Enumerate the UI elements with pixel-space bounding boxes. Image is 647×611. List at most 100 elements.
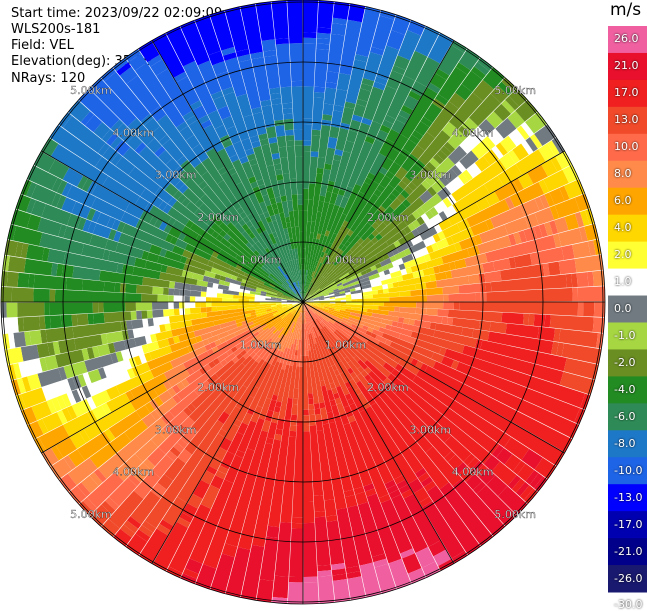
ppi-gate <box>88 313 94 324</box>
ppi-gate <box>203 276 209 282</box>
ppi-gate <box>190 296 196 302</box>
ppi-gate <box>566 274 572 288</box>
range-ring-label: 2.00km <box>367 211 409 224</box>
ppi-gate <box>222 298 233 302</box>
ppi-gate <box>7 272 19 287</box>
ppi-gate <box>303 86 314 119</box>
ppi-gate <box>317 0 334 28</box>
colorbar-tick-label: 8.0 <box>614 167 632 180</box>
ppi-gate <box>304 582 319 604</box>
colorbar-tick-label: -6.0 <box>614 410 635 423</box>
ppi-gate <box>153 318 159 326</box>
colorbar-tick-label: -13.0 <box>614 491 642 504</box>
ppi-gate <box>45 316 51 329</box>
ppi-gate <box>308 393 313 399</box>
ppi-gate <box>141 311 147 319</box>
ppi-gate <box>318 576 335 604</box>
ppi-gate <box>168 295 174 302</box>
ppi-gate <box>98 302 104 312</box>
ppi-gate <box>443 294 449 301</box>
ppi-gate <box>157 295 168 302</box>
ppi-gate <box>201 312 207 318</box>
colorbar-tick-label: -1.0 <box>614 329 635 342</box>
ppi-gate <box>311 151 319 157</box>
ppi-gate <box>104 282 116 293</box>
ppi-gate <box>303 426 310 432</box>
ppi-gate <box>578 302 584 316</box>
ppi-gate <box>416 308 427 315</box>
ppi-gate <box>185 284 191 290</box>
ppi-gate <box>534 314 546 327</box>
ppi-gate <box>317 157 325 169</box>
ppi-gate <box>544 315 550 328</box>
range-ring-label: 1.00km <box>325 254 367 267</box>
ppi-gate <box>289 577 303 583</box>
ppi-gate <box>12 287 34 302</box>
ppi-gate <box>125 293 141 302</box>
ppi-gate <box>21 345 39 362</box>
ppi-gate <box>319 402 325 408</box>
ppi-gate <box>301 259 303 264</box>
ppi-gate <box>309 404 315 410</box>
ppi-gate <box>291 415 297 421</box>
ppi-gate <box>400 291 411 297</box>
ppi-gate <box>122 264 134 275</box>
ppi-gate <box>211 307 217 312</box>
colorbar-tick-label: 21.0 <box>614 59 639 72</box>
ppi-gate <box>303 420 309 426</box>
ppi-gate <box>303 140 311 146</box>
ppi-gate <box>273 576 289 599</box>
ppi-gate <box>317 168 324 174</box>
ppi-gate <box>163 288 169 295</box>
ppi-gate <box>174 309 180 316</box>
ppi-gate <box>207 282 213 288</box>
ppi-gate <box>158 316 170 324</box>
colorbar-tick-label: 10.0 <box>614 140 639 153</box>
ppi-gate <box>168 302 174 309</box>
range-ring-label: 4.00km <box>452 126 494 139</box>
ppi-gate <box>50 289 56 302</box>
ppi-gate <box>303 523 317 577</box>
range-ring-label: 5.00km <box>70 508 112 521</box>
ppi-gate <box>93 313 105 324</box>
ppi-gate <box>33 288 49 302</box>
ppi-gate <box>461 327 473 337</box>
ppi-gate <box>279 146 288 158</box>
ppi-gate <box>131 319 143 329</box>
ppi-gate <box>475 293 481 302</box>
ppi-gate <box>206 302 212 307</box>
ppi-gate <box>397 322 403 328</box>
ppi-gate <box>295 156 302 183</box>
ppi-gate <box>1 303 7 318</box>
ppi-gate <box>578 286 605 301</box>
ppi-gate <box>201 307 207 312</box>
colorbar-tick-label: -26.0 <box>614 572 642 585</box>
ppi-gate <box>211 297 222 302</box>
ppi-gate <box>398 317 404 323</box>
ppi-gate <box>26 244 44 260</box>
ppi-gate <box>141 294 157 302</box>
ppi-gate <box>316 43 329 49</box>
ppi-gate <box>416 302 427 308</box>
ppi-gate <box>318 570 332 576</box>
ppi-gate <box>30 330 42 345</box>
ppi-gate <box>394 307 400 312</box>
ppi-gate <box>303 43 316 86</box>
ppi-gate <box>319 195 325 201</box>
ppi-gate <box>326 71 339 83</box>
range-ring-label: 5.00km <box>494 508 536 521</box>
ppi-gate <box>233 295 239 299</box>
ppi-gate <box>287 0 302 43</box>
ppi-gate <box>426 287 443 295</box>
ppi-gate <box>303 189 309 200</box>
ppi-gate <box>303 146 311 152</box>
range-ring-label: 5.00km <box>70 84 112 97</box>
ppi-gate <box>447 317 453 325</box>
ppi-gate <box>28 274 34 288</box>
ppi-gate <box>403 318 409 324</box>
ppi-gate <box>291 404 297 415</box>
ppi-gate <box>125 284 136 293</box>
ppi-gate <box>283 108 293 114</box>
ppi-gate <box>292 523 303 529</box>
